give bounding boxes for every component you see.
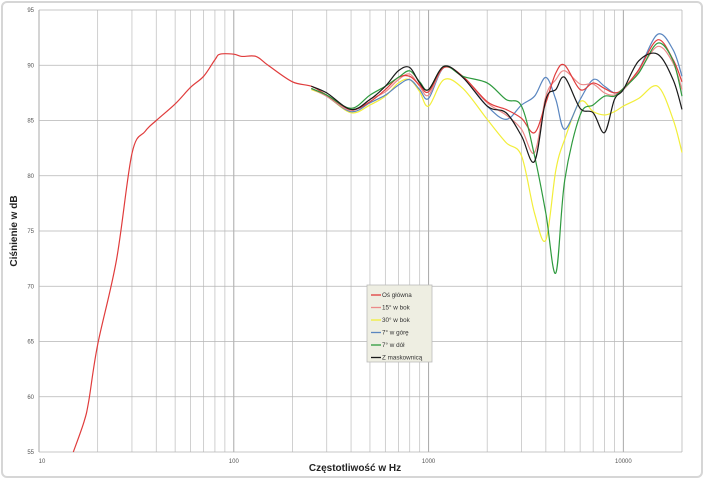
legend-label: 15° w bok	[382, 304, 411, 312]
x-axis-label: Częstotliwość w Hz	[309, 463, 401, 474]
x-tick-label: 1000	[422, 459, 436, 465]
tick-labels: 55 60 65 70 75 80 85 90 95 10 100 1000 10000	[27, 8, 632, 465]
x-tick-label: 100	[229, 459, 240, 465]
legend-label: 7° w górę	[382, 329, 409, 337]
y-tick-label: 55	[27, 450, 34, 456]
y-tick-label: 75	[27, 229, 34, 235]
y-tick-label: 90	[27, 63, 34, 69]
y-tick-label: 70	[27, 284, 34, 290]
chart-frame	[1, 1, 703, 478]
y-tick-label: 95	[27, 8, 34, 14]
series-line-5	[311, 52, 683, 163]
y-tick-label: 65	[27, 340, 34, 346]
y-tick-label: 85	[27, 119, 34, 125]
y-tick-label: 80	[27, 174, 34, 180]
legend-label: 30° w bok	[382, 316, 411, 324]
legend: Oś główna 15° w bok 30° w bok 7° w górę 7° w…	[366, 284, 433, 363]
series-lines	[72, 33, 683, 453]
series-line-1	[311, 45, 683, 154]
legend-label: Oś główna	[382, 292, 412, 299]
y-axis-label: Ciśnienie w dB	[9, 195, 20, 266]
series-line-0	[72, 39, 683, 453]
y-tick-label: 60	[27, 395, 34, 401]
grid	[38, 9, 683, 453]
x-tick-label: 10000	[615, 459, 632, 465]
legend-label: 7° w dół	[382, 341, 405, 349]
legend-box	[366, 284, 433, 363]
legend-label: Z maskownicą	[382, 355, 423, 362]
series-line-3	[311, 33, 683, 130]
x-tick-label: 10	[39, 459, 46, 465]
series-line-4	[311, 42, 683, 274]
